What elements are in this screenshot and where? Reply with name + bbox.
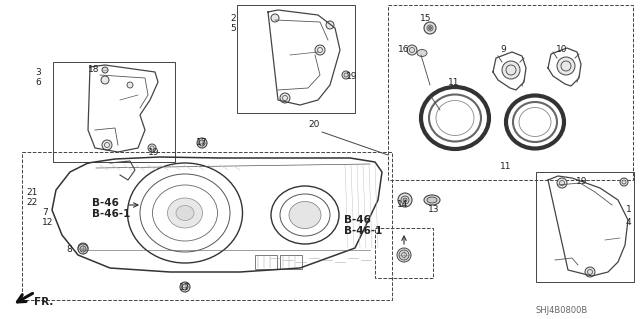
Bar [280, 255, 302, 269]
Text: 12: 12 [42, 218, 53, 227]
Circle shape [342, 71, 350, 79]
Ellipse shape [289, 202, 321, 228]
Text: 17: 17 [196, 138, 207, 147]
Circle shape [429, 26, 431, 29]
Circle shape [397, 248, 411, 262]
Bar [388, 5, 633, 180]
Text: 17: 17 [179, 283, 191, 292]
Text: 8: 8 [66, 245, 72, 254]
Circle shape [407, 45, 417, 55]
Circle shape [80, 246, 86, 252]
Circle shape [102, 140, 112, 150]
Circle shape [502, 61, 520, 79]
Text: 19: 19 [576, 177, 588, 186]
Circle shape [620, 178, 628, 186]
Circle shape [424, 22, 436, 34]
Text: FR.: FR. [34, 297, 53, 307]
Bar [237, 5, 355, 113]
Text: 7: 7 [42, 208, 48, 217]
Circle shape [398, 193, 412, 207]
Circle shape [271, 14, 279, 22]
Text: 5: 5 [230, 24, 236, 33]
Text: B-46-1: B-46-1 [92, 209, 131, 219]
Text: B-46: B-46 [344, 215, 371, 225]
Circle shape [180, 282, 190, 292]
Text: B-46: B-46 [92, 198, 119, 208]
Text: 1: 1 [626, 205, 632, 214]
Circle shape [585, 267, 595, 277]
Text: 3: 3 [35, 68, 41, 77]
Circle shape [315, 45, 325, 55]
Bar [536, 172, 634, 282]
Text: 2: 2 [230, 14, 236, 23]
Text: B-46-1: B-46-1 [344, 226, 382, 236]
Circle shape [557, 178, 567, 188]
Circle shape [199, 140, 205, 146]
Bar [22, 152, 392, 300]
Text: 22: 22 [26, 198, 37, 207]
Ellipse shape [417, 49, 427, 56]
Circle shape [403, 198, 407, 202]
Ellipse shape [424, 195, 440, 205]
Text: 19: 19 [148, 148, 159, 157]
Text: 20: 20 [308, 120, 319, 129]
Circle shape [182, 284, 188, 290]
Text: 6: 6 [35, 78, 41, 87]
Circle shape [78, 243, 88, 253]
Text: 21: 21 [26, 188, 37, 197]
Text: 4: 4 [626, 218, 632, 227]
Text: 13: 13 [428, 205, 440, 214]
Circle shape [101, 76, 109, 84]
Circle shape [78, 244, 88, 254]
Text: 9: 9 [500, 45, 506, 54]
Text: 18: 18 [88, 65, 99, 74]
Bar [375, 228, 433, 278]
Circle shape [197, 138, 207, 148]
Text: 11: 11 [448, 78, 460, 87]
Circle shape [148, 144, 156, 152]
Text: SHJ4B0800B: SHJ4B0800B [535, 306, 588, 315]
Circle shape [326, 21, 334, 29]
Circle shape [280, 93, 290, 103]
Circle shape [399, 250, 409, 260]
Circle shape [557, 57, 575, 75]
Ellipse shape [168, 198, 202, 228]
Ellipse shape [176, 205, 194, 220]
Text: 14: 14 [397, 200, 408, 209]
Bar [255, 255, 277, 269]
Ellipse shape [427, 197, 437, 203]
Bar [53, 62, 175, 162]
Text: 16: 16 [398, 45, 410, 54]
Circle shape [102, 67, 108, 73]
Circle shape [127, 82, 133, 88]
Text: 10: 10 [556, 45, 568, 54]
Text: 19: 19 [346, 72, 358, 81]
Text: 15: 15 [420, 14, 431, 23]
Text: 11: 11 [500, 162, 511, 171]
